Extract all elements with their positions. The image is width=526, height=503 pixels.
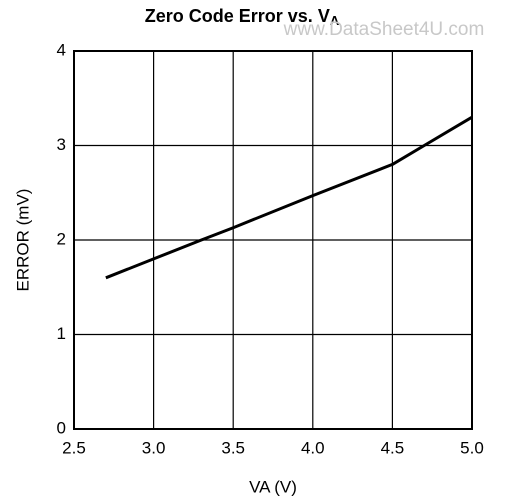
- y-tick-label: 0: [57, 418, 66, 437]
- x-tick-label: 4.0: [301, 438, 325, 457]
- chart-title: Zero Code Error vs. VA: [145, 6, 340, 29]
- plot-frame: [73, 50, 473, 430]
- data-line: [105, 115, 473, 280]
- x-tick-label: 3.0: [142, 438, 166, 457]
- y-tick-label: 3: [57, 135, 66, 154]
- watermark: www.DataSheet4U.com: [283, 19, 485, 40]
- y-axis-label: ERROR (mV): [13, 189, 32, 292]
- y-tick-label: 1: [57, 324, 66, 343]
- x-tick-label: 5.0: [460, 438, 484, 457]
- x-axis-label: VA (V): [249, 477, 297, 496]
- title-subscript: A: [330, 13, 340, 28]
- x-tick-label: 3.5: [221, 438, 245, 457]
- y-tick-label: 4: [57, 40, 66, 59]
- x-tick-label: 4.5: [381, 438, 405, 457]
- title-main: Zero Code Error vs. V: [145, 6, 330, 26]
- x-tick-label: 2.5: [62, 438, 86, 457]
- y-tick-label: 2: [57, 229, 66, 248]
